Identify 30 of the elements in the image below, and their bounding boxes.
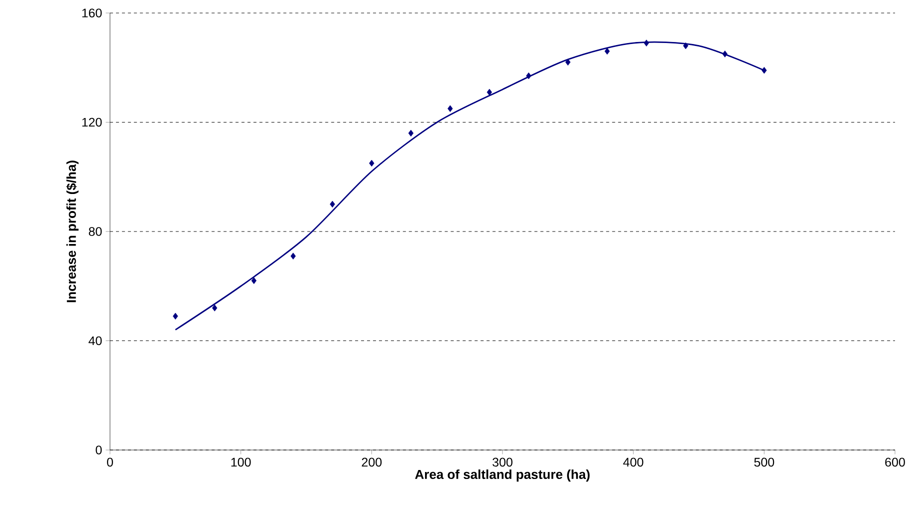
x-tick-label: 0 [107, 458, 113, 467]
point [290, 252, 296, 260]
point [683, 42, 688, 50]
point [644, 40, 650, 46]
y-tick-label: 0 [96, 446, 102, 454]
x-tick-label: 200 [362, 458, 382, 467]
y-tick-label: 40 [88, 336, 102, 346]
point [212, 304, 218, 312]
point [448, 105, 453, 112]
x-axis-title: Area of saltland pasture (ha) [415, 469, 590, 482]
x-tick-label: 300 [492, 458, 512, 467]
x-tick-label: 100 [231, 458, 251, 467]
point [330, 200, 336, 208]
y-tick-label: 120 [82, 118, 102, 127]
point [369, 160, 374, 167]
y-axis-title: Increase in profit ($/ha) [66, 160, 79, 302]
x-tick-label: 500 [754, 458, 774, 467]
point [722, 50, 728, 58]
point [172, 312, 178, 320]
x-tick-label: 600 [885, 458, 905, 467]
point [251, 277, 257, 284]
point [408, 130, 414, 137]
point [486, 88, 492, 96]
point [565, 58, 571, 66]
point [762, 66, 767, 74]
y-tick-label: 80 [88, 227, 102, 236]
point [604, 48, 610, 55]
point [526, 72, 532, 80]
x-tick-label: 400 [623, 458, 644, 467]
y-tick-label: 160 [82, 8, 102, 18]
